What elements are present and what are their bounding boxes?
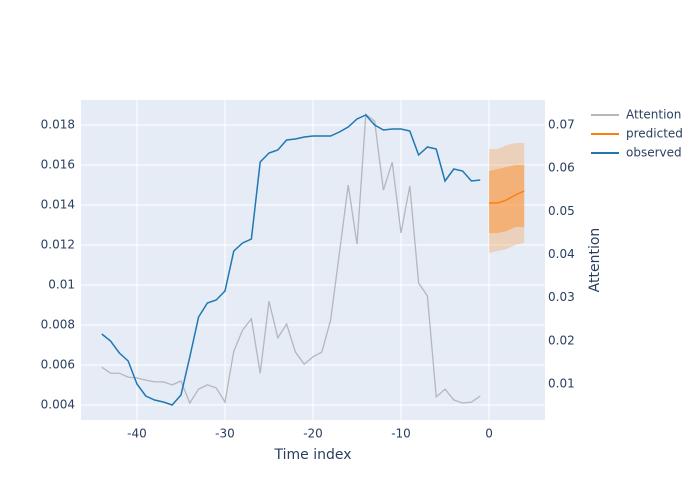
legend-label: observed <box>626 146 682 160</box>
y2-tick-label: 0.07 <box>548 118 575 132</box>
x-axis-label: Time index <box>273 447 351 463</box>
y2-tick-label: 0.01 <box>548 377 575 391</box>
legend-label: predicted <box>626 127 683 141</box>
y-tick-label: 0.014 <box>41 198 75 212</box>
y-tick-label: 0.012 <box>41 238 75 252</box>
x-tick-label: -40 <box>127 427 147 441</box>
series-line <box>489 190 525 204</box>
x-tick-label: -20 <box>303 427 323 441</box>
y-tick-label: 0.004 <box>41 398 75 412</box>
y-tick-label: 0.006 <box>41 358 75 372</box>
y2-tick-label: 0.04 <box>548 247 575 261</box>
series-line <box>101 114 481 406</box>
y2-tick-label: 0.06 <box>548 161 575 175</box>
x-tick-label: -10 <box>391 427 411 441</box>
series-line <box>101 112 481 405</box>
y2-axis-label: Attention <box>587 228 603 293</box>
y-tick-label: 0.008 <box>41 318 75 332</box>
y-tick-label: 0.016 <box>41 158 75 172</box>
x-tick-label: 0 <box>485 427 493 441</box>
uncertainty-band <box>489 165 525 233</box>
y-tick-label: 0.01 <box>48 278 75 292</box>
y2-tick-label: 0.03 <box>548 290 575 304</box>
legend-label: Attention <box>626 108 681 122</box>
y2-tick-label: 0.05 <box>548 204 575 218</box>
y-tick-label: 0.018 <box>41 118 75 132</box>
y2-tick-label: 0.02 <box>548 333 575 347</box>
x-tick-label: -30 <box>215 427 235 441</box>
uncertainty-band <box>489 143 525 253</box>
